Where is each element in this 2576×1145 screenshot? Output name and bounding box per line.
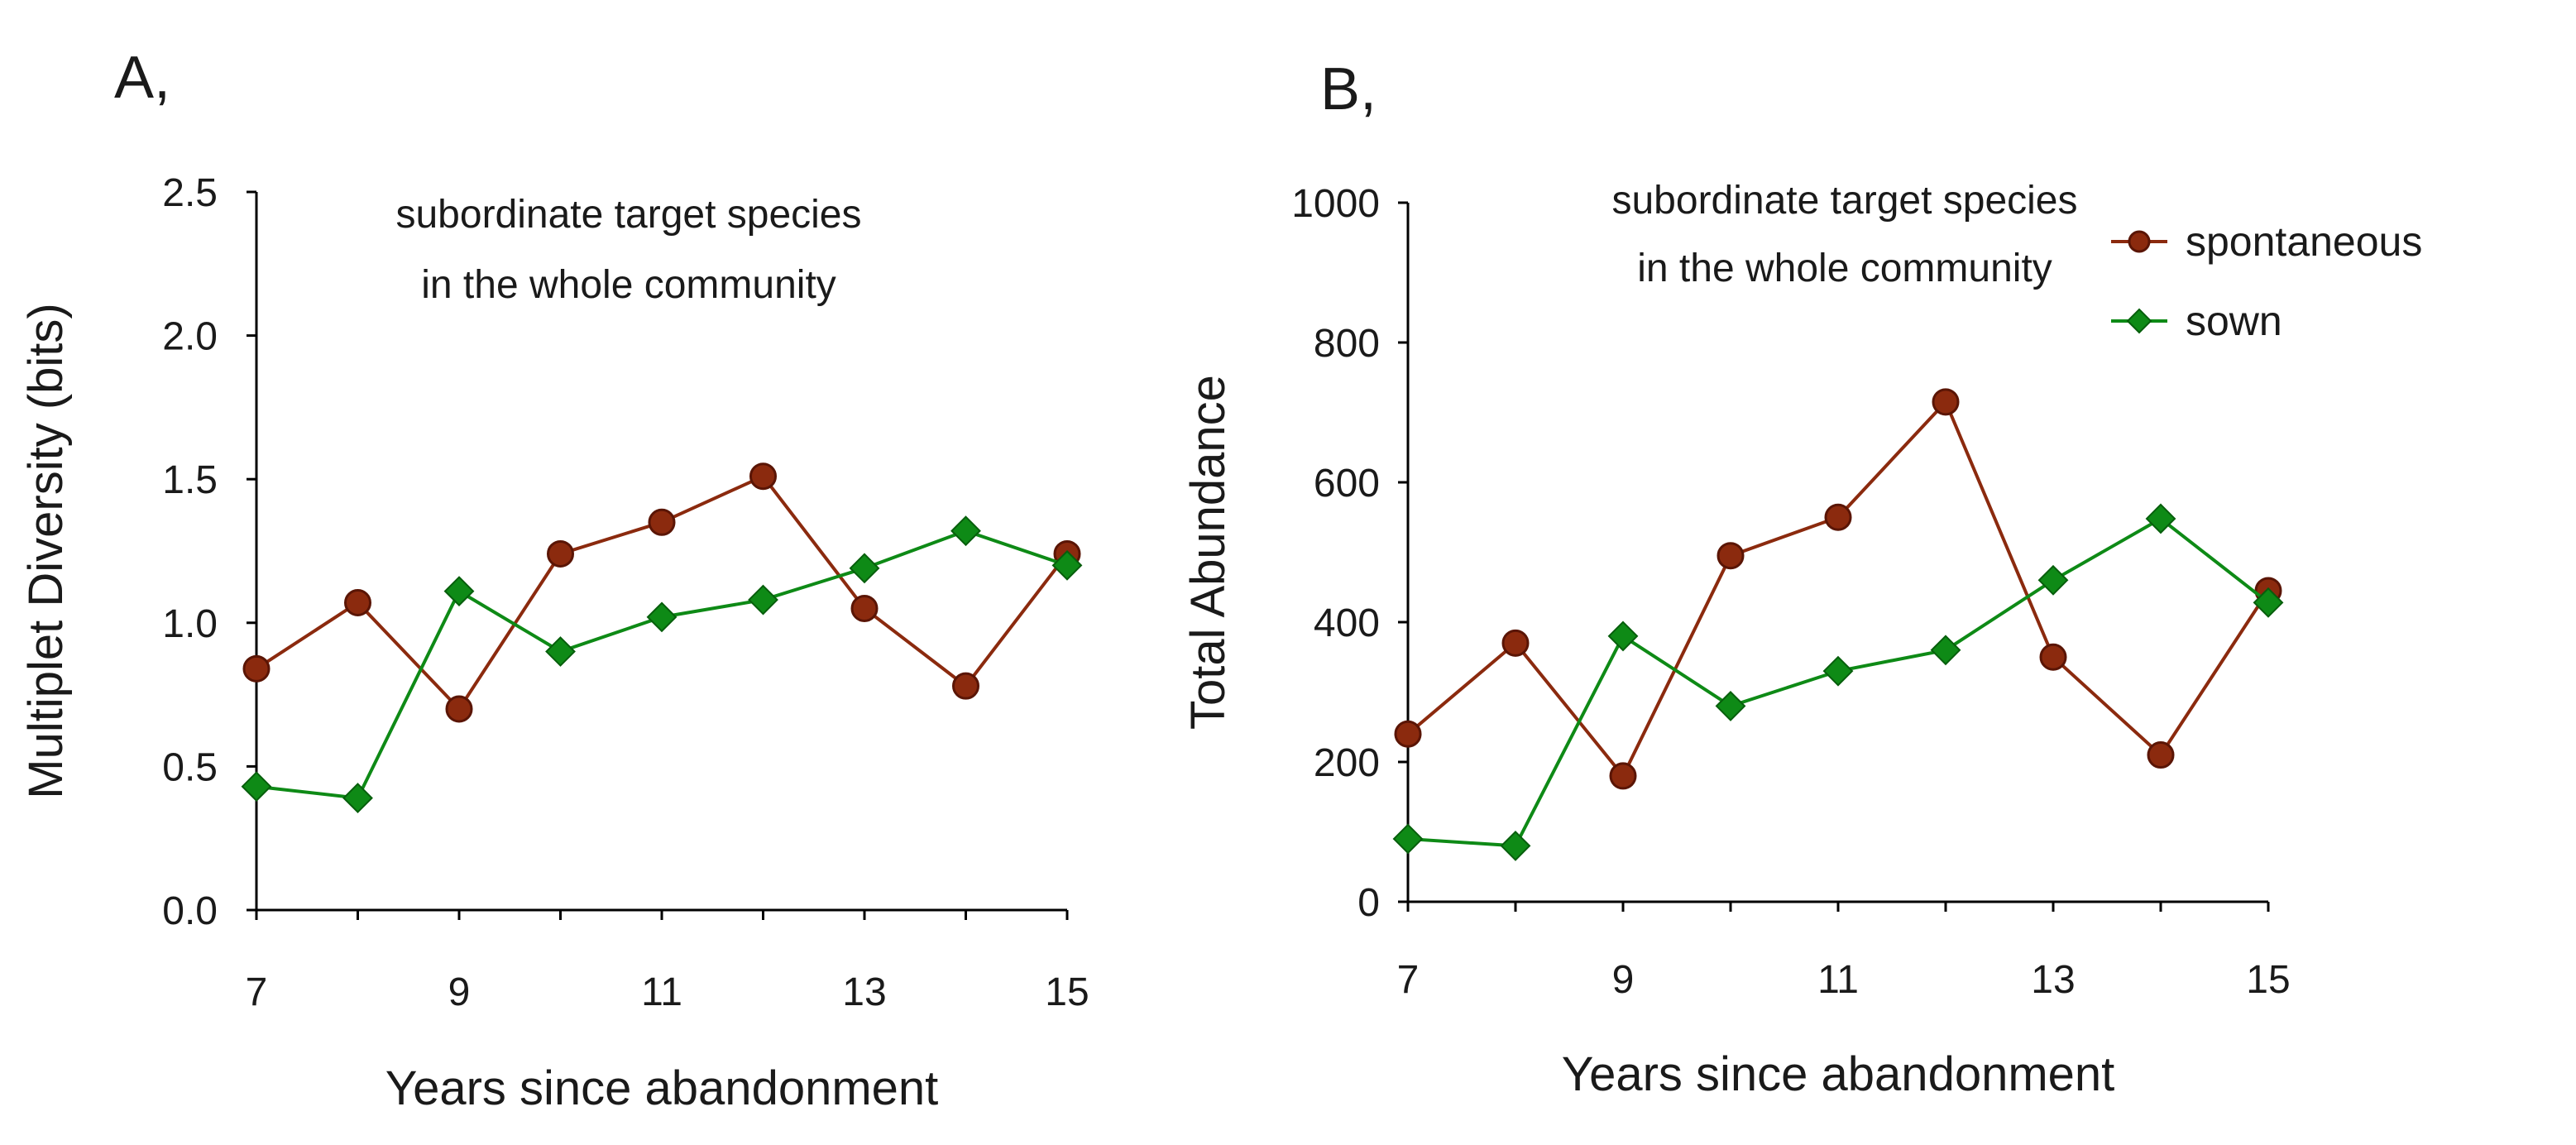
y-tick-label: 2.0: [162, 315, 218, 359]
data-point-sown: [2253, 587, 2284, 618]
chart-panel-b: B, 0 200 400 600 800 1000 7 9 11 13 15 Years since a…: [1181, 56, 2422, 1101]
y-axis-title: Multiplet Diversity (bits): [19, 303, 73, 798]
y-tick-label: 1.0: [162, 602, 218, 646]
data-point-sown: [1051, 549, 1083, 581]
y-tick-label: 1.5: [162, 458, 218, 502]
data-point-spontaneous: [749, 462, 777, 491]
data-point-sown: [1500, 830, 1531, 861]
data-point-sown: [2037, 564, 2069, 596]
x-axis-title: Years since abandonment: [1562, 1047, 2115, 1101]
x-tick-label: 7: [1397, 958, 1420, 1002]
data-point-sown: [2145, 503, 2176, 534]
y-tick-label: 0: [1357, 881, 1380, 925]
data-point-spontaneous: [2039, 643, 2067, 671]
y-tick-label: 600: [1314, 462, 1380, 505]
y-tick-label: 0.0: [162, 889, 218, 933]
series-line-sown: [256, 529, 1068, 800]
y-axis-title: Total Abundance: [1181, 375, 1235, 730]
legend-marker-sown: [2126, 308, 2152, 334]
data-point-spontaneous: [344, 588, 371, 616]
data-point-sown: [241, 771, 272, 802]
data-point-spontaneous: [2147, 741, 2175, 769]
x-axis-title: Years since abandonment: [385, 1061, 939, 1115]
data-point-sown: [748, 584, 778, 616]
data-point-spontaneous: [1394, 720, 1422, 748]
data-point-sown: [950, 515, 981, 547]
data-point-sown: [849, 553, 880, 584]
data-point-sown: [342, 783, 373, 814]
data-point-sown: [1392, 823, 1424, 855]
data-point-sown: [545, 636, 576, 667]
annotation-line: in the whole community: [1637, 247, 2052, 290]
x-tick-label: 9: [1612, 958, 1635, 1002]
data-point-spontaneous: [1717, 542, 1745, 570]
x-tick-label: 7: [246, 970, 268, 1014]
chart-panel-a: A, 0.0 0.5 1.0 1.5 2.0 2.5 7 9 11 13 15 Years since …: [19, 45, 1089, 1115]
data-point-sown: [1930, 635, 1961, 666]
data-point-spontaneous: [850, 594, 879, 622]
y-tick-label: 800: [1314, 322, 1380, 366]
x-tick-label: 15: [2246, 958, 2290, 1002]
x-tick-label: 13: [2031, 958, 2075, 1002]
data-point-spontaneous: [648, 508, 676, 536]
data-point-spontaneous: [952, 672, 979, 700]
y-tick-label: 0.5: [162, 745, 218, 789]
data-point-sown: [1607, 620, 1639, 652]
legend-marker-spontaneous: [2128, 230, 2151, 253]
y-tick-label: 400: [1314, 601, 1380, 645]
data-point-spontaneous: [1824, 503, 1852, 531]
y-tick-label: 2.5: [162, 171, 218, 215]
x-tick-label: 15: [1045, 970, 1089, 1014]
y-tick-label: 200: [1314, 741, 1380, 785]
legend: spontaneous sown: [2111, 218, 2422, 344]
legend-label-sown: sown: [2186, 298, 2282, 344]
data-point-sown: [443, 576, 475, 607]
data-point-spontaneous: [1609, 762, 1637, 790]
x-tick-label: 11: [1817, 958, 1859, 1002]
annotation-line: subordinate target species: [395, 193, 861, 237]
legend-label-spontaneous: spontaneous: [2186, 218, 2422, 265]
panel-label: B,: [1320, 56, 1377, 122]
x-tick-label: 9: [448, 970, 471, 1014]
annotation-line: in the whole community: [421, 263, 836, 307]
data-point-sown: [646, 601, 678, 633]
data-point-spontaneous: [547, 539, 574, 568]
series-line-spontaneous: [1406, 399, 2270, 779]
data-point-spontaneous: [445, 695, 473, 723]
data-point-sown: [1822, 655, 1854, 687]
data-point-spontaneous: [242, 654, 271, 683]
data-point-spontaneous: [1932, 388, 1960, 416]
y-tick-label: 1000: [1291, 182, 1380, 226]
panel-label: A,: [114, 45, 170, 111]
data-point-sown: [1715, 690, 1746, 721]
x-tick-label: 13: [842, 970, 886, 1014]
x-tick-label: 11: [641, 970, 682, 1014]
data-point-spontaneous: [1501, 629, 1530, 657]
annotation-line: subordinate target species: [1611, 179, 2077, 223]
